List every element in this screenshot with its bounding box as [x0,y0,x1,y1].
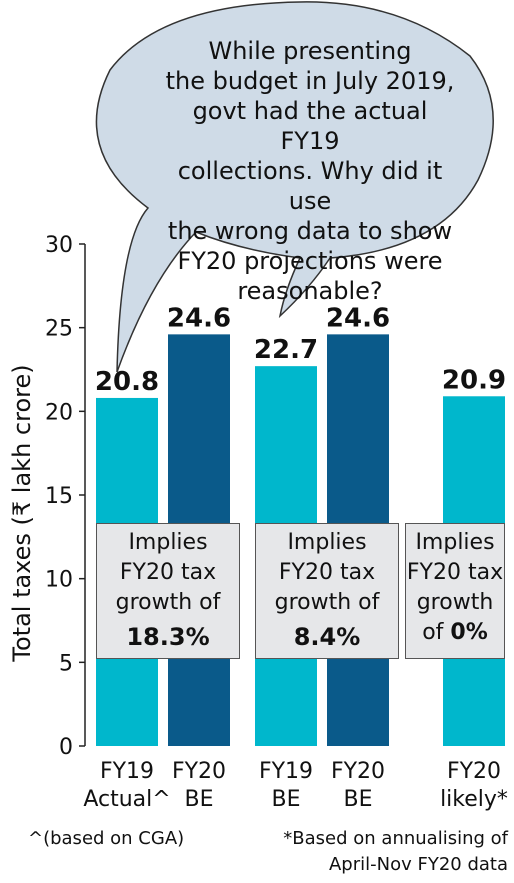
annotation-value: 18.3% [97,622,239,652]
category-label-line2: Actual^ [83,787,170,812]
category-label-line2: likely* [440,787,508,812]
annotation-value: 0% [450,620,487,645]
category-label-line1: FY19 [100,759,154,784]
bar-value-label: 20.9 [442,365,506,395]
footnote-right: *Based on annualising of April-Nov FY20 … [244,826,508,878]
growth-annotation-1: Implies FY20 tax growth of 18.3% [96,523,240,659]
callout-line: FY20 projections were [165,246,455,276]
annotation-line: Implies [406,528,504,558]
y-tick-label: 30 [45,233,73,258]
growth-annotation-2: Implies FY20 tax growth of 8.4% [255,523,399,659]
bar-value-label: 20.8 [95,367,159,397]
annotation-last-line: of 0% [406,618,504,648]
y-tick-label: 25 [45,317,73,342]
y-axis-label: Total taxes (₹ lakh crore) [8,364,36,662]
footnote-left-text: ^(based on CGA) [28,828,184,849]
bar-value-label: 22.7 [254,335,318,365]
bar-value-label: 24.6 [167,303,231,333]
category-label-line2: BE [185,787,214,812]
callout-line: While presenting [165,36,455,66]
y-tick-label: 0 [59,735,73,760]
y-tick-label: 5 [59,651,73,676]
category-label-line1: FY20 [447,759,501,784]
annotation-line: growth of [256,588,398,618]
annotation-line: FY20 tax [97,558,239,588]
category-label-line1: FY19 [259,759,313,784]
y-tick-label: 15 [45,484,73,509]
callout-line: the budget in July 2019, [165,66,455,96]
category-label-line1: FY20 [172,759,226,784]
footnote-right-line1: *Based on annualising of [244,826,508,852]
footnote-right-line2: April-Nov FY20 data [244,852,508,878]
footnote-left: ^(based on CGA) [28,826,184,852]
annotation-line: FY20 tax [406,558,504,588]
bar-value-label: 24.6 [326,303,390,333]
callout-line: the wrong data to show [165,216,455,246]
annotation-line: growth [406,588,504,618]
annotation-line: Implies [97,528,239,558]
category-label-line2: BE [344,787,373,812]
annotation-line: Implies [256,528,398,558]
callout-line: govt had the actual FY19 [165,96,455,156]
callout-text: While presenting the budget in July 2019… [165,36,455,306]
annotation-line: of [422,620,443,645]
category-label-line2: BE [272,787,301,812]
callout-line: collections. Why did it use [165,156,455,216]
annotation-line: FY20 tax [256,558,398,588]
y-axis: 0 5 10 15 20 25 30 Total taxes (₹ lakh crore) [8,233,85,760]
growth-annotation-3: Implies FY20 tax growth of 0% [405,523,505,659]
y-tick-label: 20 [45,400,73,425]
callout-line: reasonable? [165,276,455,306]
annotation-line: growth of [97,588,239,618]
y-tick-label: 10 [45,568,73,593]
category-label-line1: FY20 [331,759,385,784]
annotation-value: 8.4% [256,622,398,652]
